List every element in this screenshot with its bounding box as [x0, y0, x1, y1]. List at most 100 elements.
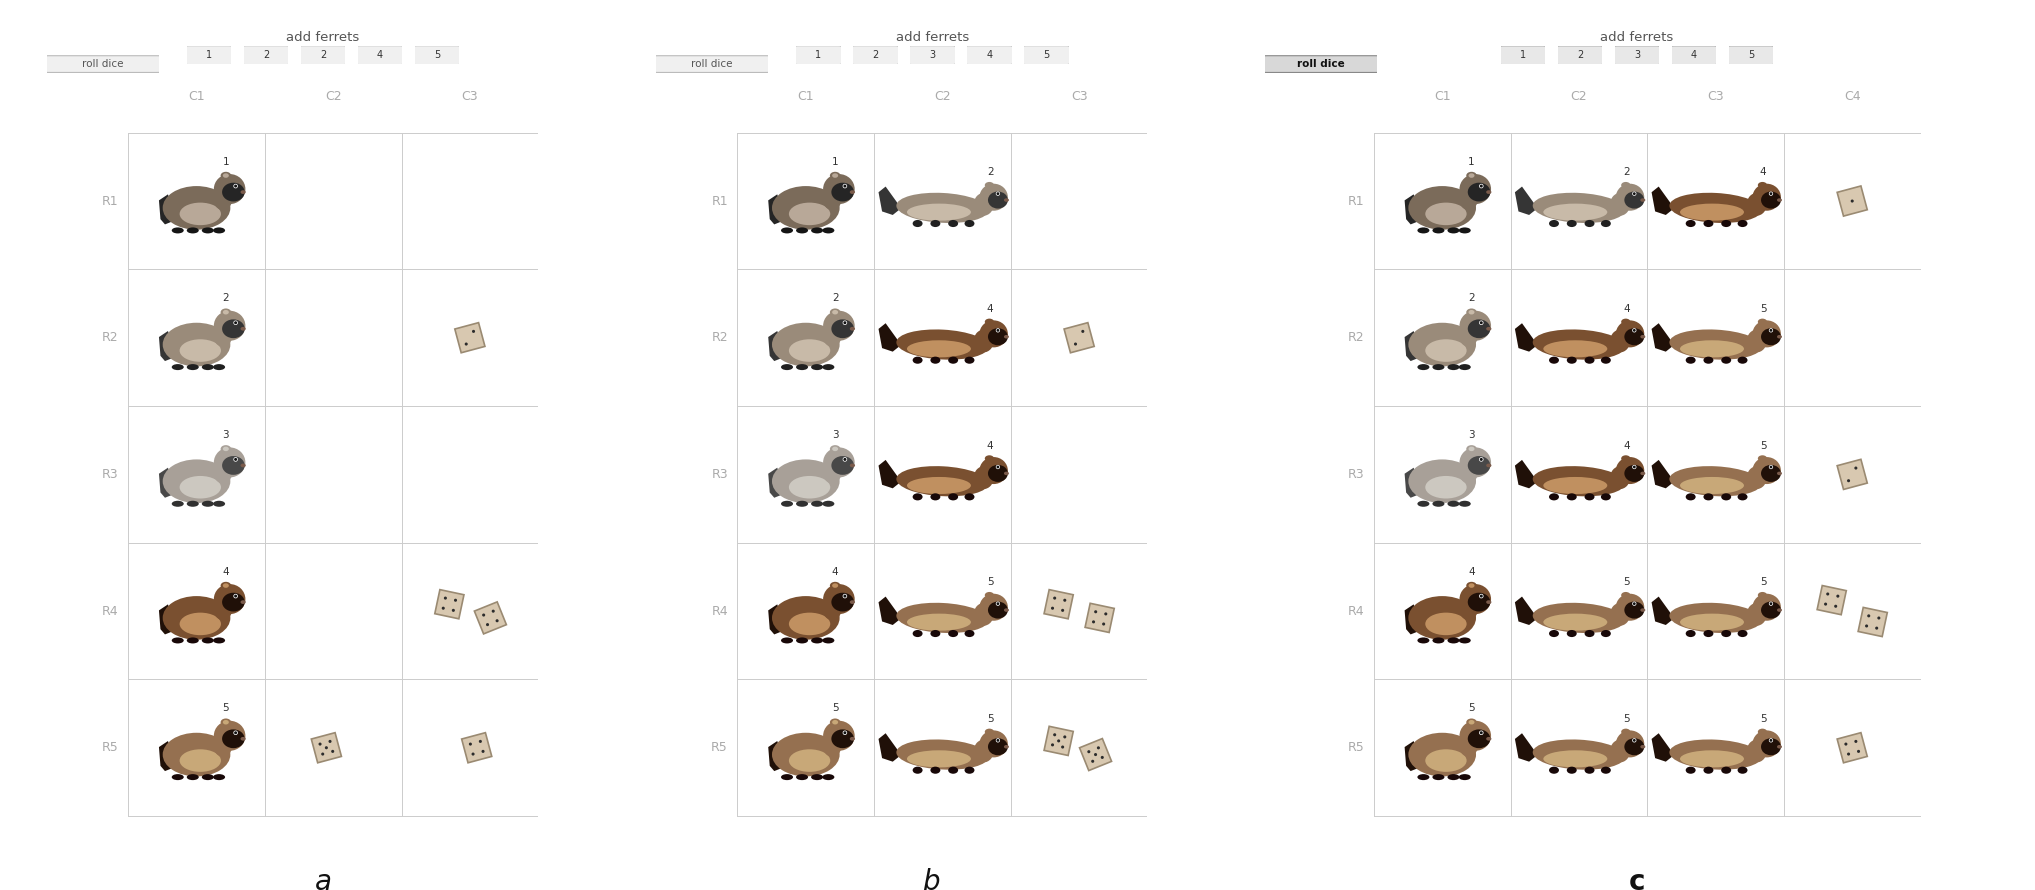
Ellipse shape: [1418, 501, 1429, 506]
Ellipse shape: [1610, 193, 1630, 215]
Ellipse shape: [790, 203, 830, 225]
Text: 2: 2: [222, 293, 230, 303]
Text: 1: 1: [832, 157, 838, 166]
Ellipse shape: [771, 732, 840, 776]
Ellipse shape: [1669, 466, 1762, 497]
Text: 2: 2: [263, 50, 269, 61]
Ellipse shape: [1703, 766, 1713, 773]
Ellipse shape: [482, 613, 484, 617]
Ellipse shape: [796, 228, 808, 233]
Ellipse shape: [224, 720, 228, 724]
Ellipse shape: [979, 320, 1007, 347]
Ellipse shape: [1095, 753, 1097, 756]
Ellipse shape: [1543, 750, 1608, 767]
Ellipse shape: [214, 721, 246, 751]
Ellipse shape: [975, 466, 993, 489]
Ellipse shape: [1567, 766, 1577, 773]
Ellipse shape: [1469, 583, 1475, 587]
Ellipse shape: [1777, 608, 1783, 611]
Ellipse shape: [822, 774, 834, 781]
Ellipse shape: [1103, 622, 1105, 626]
Ellipse shape: [1844, 742, 1848, 746]
Ellipse shape: [832, 583, 838, 587]
Ellipse shape: [842, 731, 847, 735]
Ellipse shape: [1752, 594, 1781, 620]
Ellipse shape: [1850, 199, 1854, 203]
Ellipse shape: [830, 445, 840, 453]
Ellipse shape: [1854, 466, 1858, 470]
Ellipse shape: [842, 320, 847, 325]
Ellipse shape: [1567, 220, 1577, 227]
Ellipse shape: [468, 742, 472, 746]
Ellipse shape: [1479, 731, 1484, 735]
Text: roll dice: roll dice: [692, 59, 733, 69]
Ellipse shape: [454, 599, 458, 602]
Ellipse shape: [895, 466, 989, 497]
Polygon shape: [1514, 323, 1536, 352]
Ellipse shape: [790, 749, 830, 772]
Polygon shape: [879, 323, 899, 352]
Text: 2: 2: [1577, 50, 1583, 61]
Ellipse shape: [234, 321, 238, 324]
Ellipse shape: [771, 596, 840, 640]
Ellipse shape: [1624, 602, 1644, 619]
Polygon shape: [769, 331, 783, 361]
Ellipse shape: [1408, 596, 1475, 640]
Ellipse shape: [332, 750, 334, 753]
Ellipse shape: [796, 637, 808, 643]
Ellipse shape: [234, 594, 238, 598]
Ellipse shape: [1632, 192, 1636, 195]
Ellipse shape: [1758, 729, 1766, 735]
Ellipse shape: [822, 501, 834, 506]
FancyBboxPatch shape: [299, 45, 346, 65]
Ellipse shape: [1616, 594, 1644, 620]
Ellipse shape: [1854, 740, 1858, 743]
Ellipse shape: [948, 357, 958, 364]
Ellipse shape: [222, 593, 244, 611]
FancyBboxPatch shape: [1614, 45, 1661, 65]
Ellipse shape: [987, 602, 1007, 619]
Ellipse shape: [822, 311, 855, 341]
Ellipse shape: [1060, 609, 1064, 612]
Ellipse shape: [1469, 447, 1475, 451]
Ellipse shape: [1459, 311, 1492, 341]
Ellipse shape: [1549, 630, 1559, 637]
Ellipse shape: [214, 637, 226, 643]
Text: 5: 5: [1760, 441, 1766, 450]
Ellipse shape: [1777, 198, 1783, 202]
Ellipse shape: [214, 448, 246, 477]
Ellipse shape: [790, 612, 830, 635]
Ellipse shape: [214, 174, 246, 204]
Ellipse shape: [1062, 735, 1066, 739]
Text: 5: 5: [1760, 304, 1766, 314]
Polygon shape: [159, 331, 173, 361]
Ellipse shape: [1467, 320, 1490, 338]
Ellipse shape: [1669, 740, 1762, 770]
Polygon shape: [1514, 596, 1536, 625]
Polygon shape: [1652, 323, 1673, 352]
Polygon shape: [1838, 186, 1868, 216]
Ellipse shape: [985, 729, 993, 735]
Ellipse shape: [781, 501, 794, 506]
Ellipse shape: [1602, 630, 1612, 637]
Ellipse shape: [163, 732, 230, 776]
Ellipse shape: [214, 324, 232, 347]
FancyBboxPatch shape: [1262, 56, 1380, 72]
Ellipse shape: [1467, 593, 1490, 611]
Ellipse shape: [796, 774, 808, 781]
Text: 5: 5: [1760, 578, 1766, 587]
Ellipse shape: [234, 457, 238, 462]
Ellipse shape: [1685, 630, 1695, 637]
Ellipse shape: [965, 493, 975, 500]
Ellipse shape: [1467, 172, 1477, 179]
Text: R5: R5: [102, 741, 118, 754]
Ellipse shape: [442, 607, 446, 610]
Ellipse shape: [1752, 457, 1781, 484]
Ellipse shape: [1703, 357, 1713, 364]
Text: R1: R1: [102, 195, 118, 207]
Ellipse shape: [1602, 766, 1612, 773]
Ellipse shape: [822, 448, 855, 477]
Ellipse shape: [1479, 184, 1484, 188]
Ellipse shape: [1549, 220, 1559, 227]
Ellipse shape: [1549, 766, 1559, 773]
